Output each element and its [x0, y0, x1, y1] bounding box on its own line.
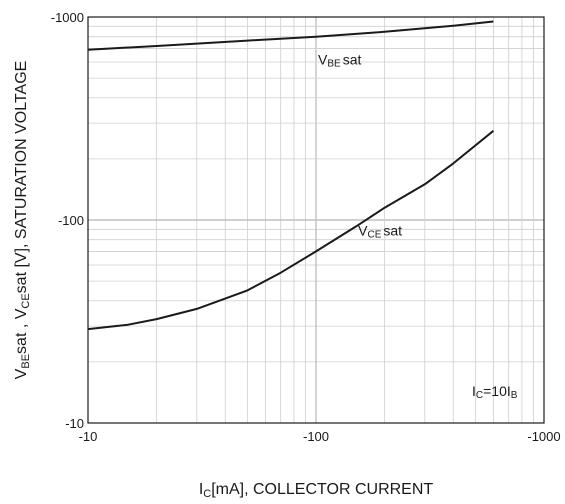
series-line-vce-sat	[87, 130, 495, 331]
y-tick-label: -10	[65, 416, 84, 431]
series-label-vce-sat: VCE sat	[358, 222, 402, 240]
y-tick-label: -100	[58, 213, 84, 228]
grid-lines	[88, 17, 544, 423]
y-axis-title: VBEsat , VCEsat [V], SATURATION VOLTAGE	[13, 61, 32, 380]
x-axis-title: IC[mA], COLLECTOR CURRENT	[199, 481, 434, 500]
series-label-vbe-sat: VBE sat	[318, 52, 361, 70]
x-tick-label: -10	[79, 429, 98, 444]
plot-frame	[87, 16, 545, 424]
y-tick-label: -1000	[51, 10, 84, 25]
tick-labels: -10 -100 -1000 -10 -100 -1000	[51, 10, 561, 444]
x-tick-label: -100	[303, 429, 329, 444]
x-tick-label: -1000	[527, 429, 560, 444]
series-layer	[87, 20, 495, 331]
condition-annotation: IC=10IB	[472, 383, 518, 401]
series-line-vbe-sat	[87, 20, 494, 51]
